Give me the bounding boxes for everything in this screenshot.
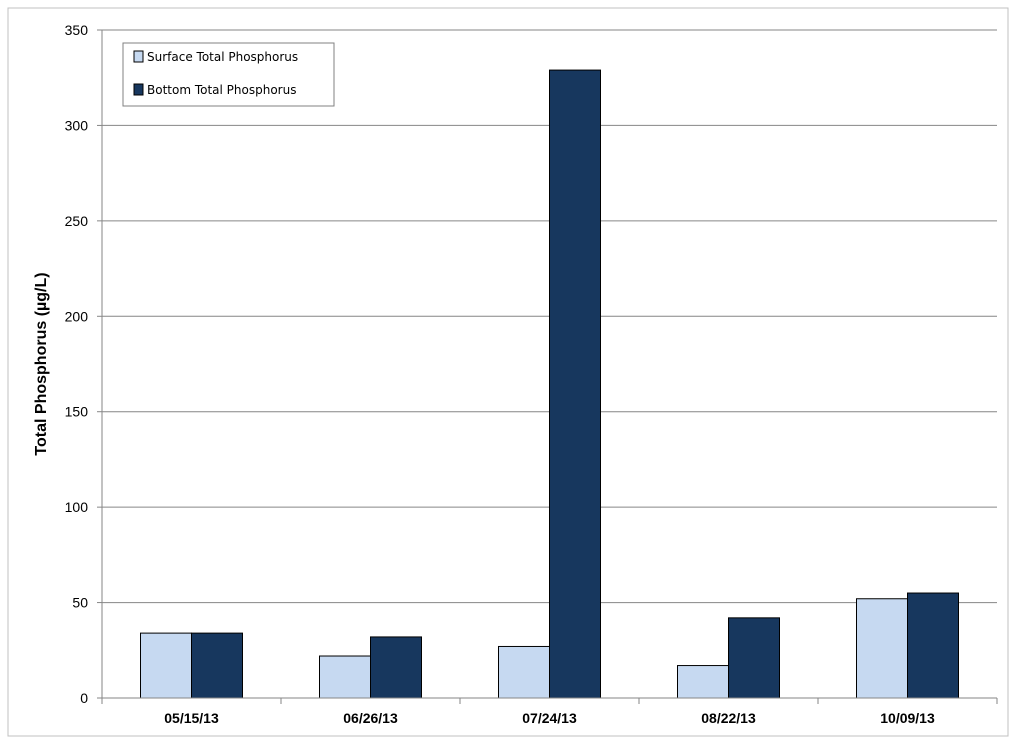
x-category-label: 07/24/13	[522, 710, 577, 726]
x-category-label: 06/26/13	[343, 710, 398, 726]
x-category-label: 08/22/13	[701, 710, 756, 726]
legend-swatch-surface	[133, 50, 144, 63]
y-tick-label: 150	[65, 404, 89, 420]
y-tick-label: 0	[80, 690, 88, 706]
bar-surface	[140, 632, 192, 699]
legend-label-surface: Surface Total Phosphorus	[147, 50, 298, 64]
y-tick-label: 300	[65, 117, 89, 133]
legend-swatch-bottom	[133, 83, 144, 96]
bar-surface	[498, 645, 550, 699]
bar-surface	[856, 598, 908, 699]
bar-bottom	[728, 617, 780, 699]
x-category-label: 05/15/13	[164, 710, 219, 726]
x-category-label: 10/09/13	[880, 710, 935, 726]
y-tick-label: 100	[65, 499, 89, 515]
y-axis-title: Total Phosphorus (µg/L)	[33, 272, 50, 455]
y-tick-labels: 0 50 100 150 200 250 300 350	[65, 22, 89, 706]
x-category-labels: 05/15/13 06/26/13 07/24/13 08/22/13 10/09/13	[164, 710, 935, 726]
legend: Surface Total Phosphorus Bottom Total Ph…	[122, 42, 335, 107]
bars	[140, 69, 959, 699]
bar-bottom	[370, 636, 422, 699]
bar-bottom	[907, 592, 959, 699]
y-tick-label: 200	[65, 308, 89, 324]
y-tick-label: 350	[65, 22, 89, 38]
bar-bottom	[191, 632, 243, 699]
chart-border	[7, 7, 1009, 737]
legend-label-bottom: Bottom Total Phosphorus	[147, 83, 296, 97]
bar-surface	[677, 665, 729, 699]
legend-box	[122, 42, 335, 107]
y-tick-label: 250	[65, 213, 89, 229]
bar-bottom	[549, 69, 601, 699]
y-tick-label: 50	[72, 595, 88, 611]
bar-surface	[319, 655, 371, 699]
axes	[101, 30, 998, 704]
